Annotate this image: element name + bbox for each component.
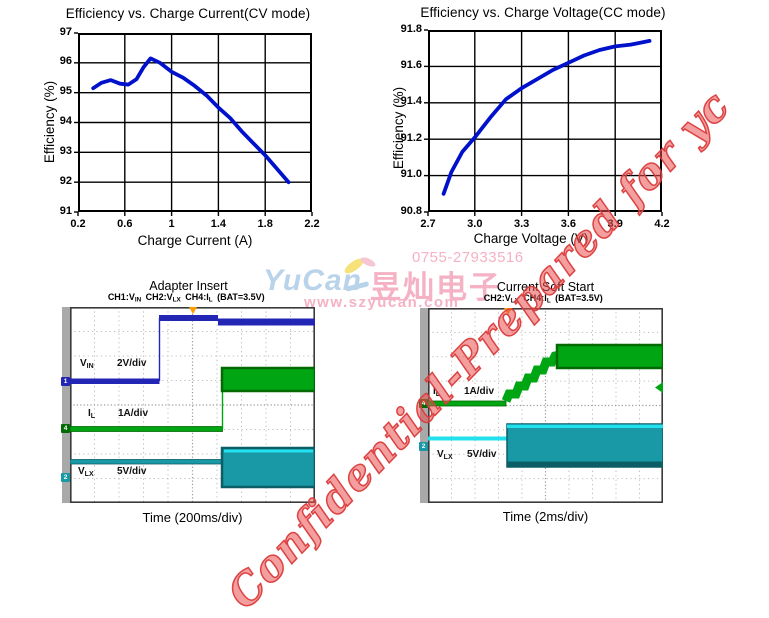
y-tick-label: 97 (59, 25, 72, 38)
y-tick-label: 91 (59, 204, 72, 217)
scope-title: Current Soft Start (496, 280, 595, 294)
trace-il (70, 366, 315, 432)
trace-scale-vlx: 5V/div (117, 466, 147, 477)
y-tick-label: 92 (59, 174, 72, 187)
x-axis-label: Charge Voltage (V) (473, 231, 589, 246)
y-tick-label: 91.8 (400, 22, 422, 35)
trace-vlx (70, 446, 315, 489)
chart-efficiency-vs-charge-voltage: Efficiency vs. Charge Voltage(CC mode) E… (391, 5, 670, 246)
x-tick-label: 2.2 (304, 218, 320, 230)
x-tick-label: 0.2 (70, 218, 86, 230)
scope-left-strip (62, 307, 70, 503)
watermark-center: 0755-27933516 YuCan 昱灿电子 www.szyucan.com (263, 249, 524, 311)
x-tick-label: 1 (168, 218, 175, 230)
chart-plot-area (74, 32, 313, 216)
watermark-brand-chinese: 昱灿电子 (370, 270, 502, 305)
trace-label-vlx: VLX (437, 449, 453, 461)
datasheet-page: 0755-27933516 YuCan 昱灿电子 www.szyucan.com… (42, 5, 740, 618)
scope-title: Adapter Insert (149, 279, 228, 293)
scope-screen (428, 308, 663, 503)
channel-marker-ch4: 4 (419, 399, 428, 408)
y-tick-label: 96 (59, 55, 72, 68)
plot-border (428, 30, 662, 212)
trace-il (428, 343, 663, 407)
x-tick-label: 4.2 (654, 218, 670, 230)
data-curve (91, 56, 291, 185)
y-tick-label: 91.4 (400, 95, 422, 108)
scope-subtitle: CH1:VIN CH2:VLX CH4:IL (BAT=3.5V) (107, 292, 265, 304)
x-tick-label: 3.0 (467, 218, 483, 230)
y-tick-label: 95 (59, 85, 72, 98)
x-tick-label: 3.9 (607, 218, 623, 230)
channel-marker-ch4: 4 (61, 424, 70, 433)
trace-label-il: IL (433, 386, 441, 398)
channel-marker-ch2: 2 (61, 473, 70, 482)
watermark-website: www.szyucan.com (304, 294, 460, 311)
chart-title: Efficiency vs. Charge Current(CV mode) (65, 6, 311, 21)
trace-scale-il: 1A/div (464, 386, 495, 397)
scope-screen (70, 307, 315, 503)
brand-petal-icon (344, 257, 376, 292)
y-tick-label: 91.2 (400, 131, 422, 144)
content-layer: Efficiency vs. Charge Current(CV mode) E… (42, 5, 670, 525)
trigger-marker-icon (189, 307, 197, 314)
x-tick-label: 0.6 (117, 218, 133, 230)
channel-marker-ch2: 2 (419, 442, 428, 451)
trace-scale-vin: 2V/div (117, 358, 147, 369)
x-tick-label: 3.6 (560, 218, 577, 230)
data-curve (441, 38, 652, 196)
y-tick-label: 90.8 (400, 204, 422, 217)
time-axis-label: Time (2ms/div) (502, 509, 589, 524)
watermark-brand-yucan: YuCan (263, 264, 362, 297)
trigger-marker-icon (504, 308, 512, 315)
trace-label-vin: VIN (80, 358, 94, 370)
time-axis-label: Time (200ms/div) (142, 510, 243, 525)
x-tick-label: 1.4 (210, 218, 227, 230)
y-tick-label: 93 (59, 144, 72, 157)
plot-border (78, 33, 312, 212)
trace-scale-vlx: 5V/div (467, 449, 497, 460)
x-tick-label: 1.8 (257, 218, 273, 230)
y-tick-label: 91.6 (400, 58, 422, 71)
trace-vlx (428, 423, 663, 468)
ch4-ref-marker-icon (655, 382, 663, 393)
scope-current-soft-start: Current Soft Start CH2:VLX CH4:IL (BAT=3… (419, 280, 663, 524)
channel-marker-ch1: 1 (61, 377, 70, 386)
y-tick-label: 94 (59, 115, 72, 127)
chart-title: Efficiency vs. Charge Voltage(CC mode) (420, 5, 666, 20)
trace-scale-il: 1A/div (118, 408, 149, 419)
chart-efficiency-vs-charge-current: Efficiency vs. Charge Current(CV mode) E… (42, 6, 320, 248)
x-axis-label: Charge Current (A) (137, 233, 253, 248)
x-tick-label: 2.7 (420, 218, 436, 230)
x-tick-label: 3.3 (513, 218, 530, 230)
watermark-phone: 0755-27933516 (412, 249, 524, 266)
trace-vin (70, 315, 315, 384)
scope-subtitle: CH2:VLX CH4:IL (BAT=3.5V) (483, 293, 603, 305)
scope-adapter-insert: Adapter Insert CH1:VIN CH2:VLX CH4:IL (B… (61, 279, 315, 525)
chart-plot-area (424, 29, 663, 216)
trace-label-vlx: VLX (78, 466, 94, 478)
y-tick-label: 91.0 (400, 168, 422, 181)
trace-label-il: IL (88, 408, 96, 420)
